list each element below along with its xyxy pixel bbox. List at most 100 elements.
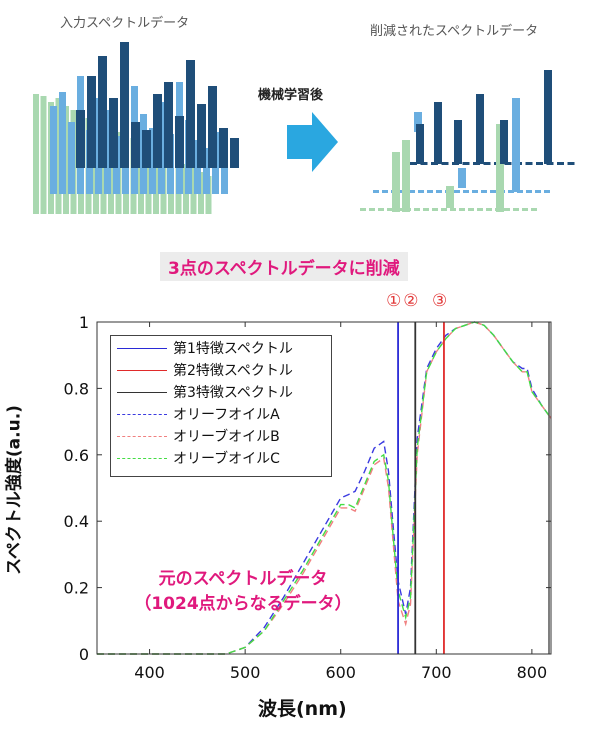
reduced-dash [483, 162, 491, 165]
reduced-bar [446, 186, 454, 208]
reduced-bar [458, 168, 466, 188]
reduced-bar [500, 120, 508, 164]
reduced-dash [477, 208, 483, 211]
y-tick-label: 0.8 [64, 379, 89, 398]
input-bar-dark [208, 86, 217, 168]
reduced-dash [382, 190, 388, 193]
x-tick-label: 500 [230, 663, 261, 682]
input-bar-light [190, 168, 197, 214]
legend-label: 第1特徴スペクトル [173, 341, 293, 357]
input-bar-light [33, 94, 39, 214]
reduced-bar [544, 70, 552, 164]
reduced-bar [392, 152, 400, 212]
reduced-dash [387, 208, 393, 211]
reduced-bar [402, 140, 410, 212]
reduced-dash [531, 208, 537, 211]
marker-2: ② [403, 291, 419, 311]
reduced-dash [369, 208, 375, 211]
reduced-dash [454, 190, 460, 193]
x-tick-label: 800 [517, 663, 548, 682]
reduced-spectrum-bars [360, 70, 575, 212]
input-bar-light [145, 144, 152, 214]
input-bar-dark [131, 122, 140, 168]
reduced-dash [450, 208, 456, 211]
input-bar-mid [149, 128, 156, 194]
reduced-dash [472, 190, 478, 193]
reduced-dash [526, 190, 532, 193]
y-tick-label: 1 [79, 313, 89, 332]
input-bar-dark [153, 94, 162, 168]
reduced-dash [481, 190, 487, 193]
reduced-dash [441, 162, 449, 165]
input-bar-mid [203, 148, 210, 194]
y-tick-label: 0.2 [64, 579, 89, 598]
reduced-dash [409, 190, 415, 193]
legend-label: 第3特徴スペクトル [173, 385, 293, 401]
reduced-bar [416, 124, 424, 164]
input-bar-dark [76, 110, 85, 168]
reduced-spectrum-title: 削減されたスペクトルデータ [370, 24, 539, 39]
input-bar-dark [186, 60, 195, 168]
input-spectrum-bars [33, 42, 239, 214]
annotation-line-1: 元のスペクトルデータ [158, 569, 328, 589]
input-bar-dark [219, 128, 228, 168]
reduced-dash [427, 190, 433, 193]
input-bar-dark [230, 138, 239, 168]
input-bar-dark [120, 42, 129, 168]
input-bar-dark [142, 130, 151, 168]
reduced-dash [490, 190, 496, 193]
arrow-right-icon [287, 112, 338, 172]
reduced-bar [454, 120, 462, 164]
reduced-dash [486, 208, 492, 211]
legend-item-olive-b: オリーブオイルB [117, 426, 280, 446]
reduced-bar [414, 112, 422, 132]
reduction-banner: 3点のスペクトルデータに削減 [160, 252, 408, 281]
reduced-dash [535, 190, 541, 193]
reduced-bar [512, 98, 520, 192]
legend-label: 第2特徴スペクトル [173, 363, 293, 379]
reduced-dash [423, 208, 429, 211]
legend-label: オリーブオイルB [173, 429, 280, 445]
input-bar-mid [59, 92, 66, 194]
reduced-dash [373, 190, 379, 193]
reduced-bar [476, 94, 484, 164]
x-tick-label: 400 [134, 663, 165, 682]
reduced-dash [378, 208, 384, 211]
reduced-dash [522, 208, 528, 211]
y-axis-label: スペクトル強度(a.u.) [4, 405, 25, 575]
input-spectrum-title: 入力スペクトルデータ [60, 16, 190, 31]
legend-item-feature2: 第2特徴スペクトル [117, 360, 293, 380]
reduced-dash [468, 208, 474, 211]
input-bar-dark [109, 98, 118, 168]
reduced-dash [525, 162, 533, 165]
reduced-dash [410, 162, 417, 165]
input-bar-dark [164, 82, 173, 168]
input-bar-light [55, 98, 62, 214]
reduced-bar [496, 124, 504, 212]
legend-label: オリーブオイルC [173, 451, 280, 467]
legend-label: オリーフオイルA [173, 407, 280, 423]
reduced-dash [441, 208, 447, 211]
reduced-dash [418, 190, 424, 193]
reduced-dash [414, 208, 420, 211]
reduced-dash [462, 162, 470, 165]
chart-legend: 第1特徴スペクトル 第2特徴スペクトル 第3特徴スペクトル オリーフオイルA オ… [110, 335, 332, 477]
legend-item-olive-a: オリーフオイルA [117, 404, 280, 424]
reduced-dash [436, 190, 442, 193]
reduced-dash [463, 190, 469, 193]
input-bar-mid [50, 106, 57, 194]
input-bar-dark [197, 104, 206, 168]
input-bar-light [40, 96, 47, 214]
reduced-dash [557, 162, 564, 165]
y-tick-label: 0.4 [64, 512, 89, 531]
legend-item-feature1: 第1特徴スペクトル [117, 338, 293, 358]
reduced-dash [513, 208, 519, 211]
input-bar-light [205, 176, 212, 214]
legend-item-feature3: 第3特徴スペクトル [117, 382, 293, 402]
reduced-dash [360, 208, 366, 211]
input-bar-dark [175, 116, 184, 168]
input-bar-mid [221, 154, 228, 194]
input-bar-dark [87, 76, 96, 168]
top-illustration [33, 42, 575, 214]
reduced-dash [508, 190, 514, 193]
